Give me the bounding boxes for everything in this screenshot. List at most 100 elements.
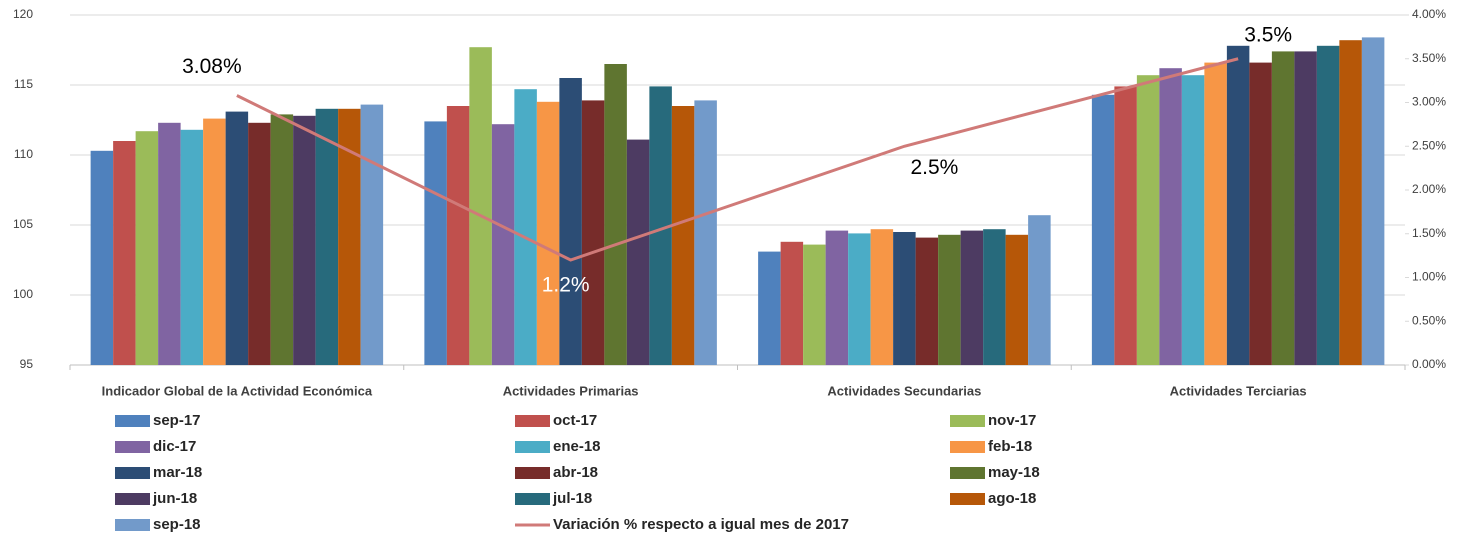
legend-label: sep-18 [153,516,201,533]
legend-swatch [515,467,550,479]
y2-tick-label: 3.00% [1412,95,1446,109]
x-tick-label: Actividades Primarias [503,383,639,398]
bar [203,118,226,365]
data-label: 3.08% [182,55,242,78]
bar [694,100,717,366]
bar [1226,45,1250,366]
legend-swatch [515,493,550,505]
data-label: 2.5% [910,156,958,179]
y2-tick-label: 4.00% [1412,7,1446,21]
bar [338,108,361,366]
y-tick-label: 105 [13,217,33,231]
legend-swatch [115,415,150,427]
legend-label: oct-17 [553,412,597,429]
bar [360,104,384,365]
bar [90,150,114,365]
legend-swatch [950,467,985,479]
x-tick-label: Actividades Terciarias [1170,383,1307,398]
legend-label: jul-18 [552,490,592,507]
bar [825,230,849,365]
bar [293,115,316,365]
bar [225,111,249,365]
legend-label: Variación % respecto a igual mes de 2017 [553,516,849,533]
bar [180,129,204,365]
line-series [236,57,1239,262]
legend-swatch [115,467,150,479]
bar [514,89,537,365]
y2-tick-label: 0.00% [1412,357,1446,371]
bar [1005,234,1029,365]
legend-swatch [515,415,550,427]
bar [315,108,339,366]
bar [1361,37,1385,366]
bar [158,122,181,365]
legend-swatch [515,441,550,453]
bar [604,64,627,365]
legend-label: may-18 [988,464,1040,481]
bar [559,78,582,365]
bar [915,237,939,365]
bar [1339,40,1362,365]
legend-swatch [115,441,150,453]
legend-label: ago-18 [988,490,1036,507]
bar [758,251,781,365]
bar [983,229,1006,365]
y-tick-label: 95 [20,357,34,371]
legend-label: dic-17 [153,438,196,455]
y2-tick-label: 1.00% [1412,270,1446,284]
bar [491,124,515,365]
legend-label: abr-18 [553,464,598,481]
data-label: 3.5% [1244,23,1292,46]
legend-label: jun-18 [152,490,197,507]
y-tick-label: 120 [13,7,33,21]
legend-swatch [950,493,985,505]
bar [893,232,916,365]
bar [671,106,695,365]
bar [848,233,871,365]
bar [780,241,804,365]
legend-label: sep-17 [153,412,201,429]
bar [960,230,984,365]
bar [1159,68,1182,365]
bar [1091,94,1115,366]
x-tick-label: Indicador Global de la Actividad Económi… [102,383,373,398]
bar [1136,75,1160,365]
y2-tick-label: 3.50% [1412,51,1446,65]
legend-swatch [950,415,985,427]
bar [248,122,271,365]
legend-label: mar-18 [153,464,202,481]
x-tick-label: Actividades Secundarias [827,383,981,398]
bar [803,244,826,365]
y-tick-label: 115 [14,77,33,91]
bar [135,131,159,365]
legend-swatch [115,519,150,531]
bar [649,86,672,366]
bar [626,139,650,365]
bar [938,234,961,365]
bar [1294,51,1317,366]
bar [1316,45,1340,366]
bar [1114,86,1137,366]
bar [1028,215,1051,365]
bar [536,101,560,366]
bar [1204,62,1227,365]
y-tick-label: 110 [14,147,33,161]
y2-tick-label: 2.50% [1412,138,1446,152]
legend-label: ene-18 [553,438,601,455]
legend-label: feb-18 [988,438,1032,455]
bar [113,141,136,365]
bar [424,121,447,366]
bar [446,106,470,365]
bar [581,100,605,366]
legend-label: nov-17 [988,412,1036,429]
y2-tick-label: 0.50% [1412,313,1446,327]
bar [870,229,894,365]
data-label: 1.2% [542,274,590,297]
legend-swatch [950,441,985,453]
legend-swatch [115,493,150,505]
y-tick-label: 100 [13,287,33,301]
bar [1249,62,1272,365]
y2-tick-label: 2.00% [1412,182,1446,196]
bar [1271,51,1295,366]
